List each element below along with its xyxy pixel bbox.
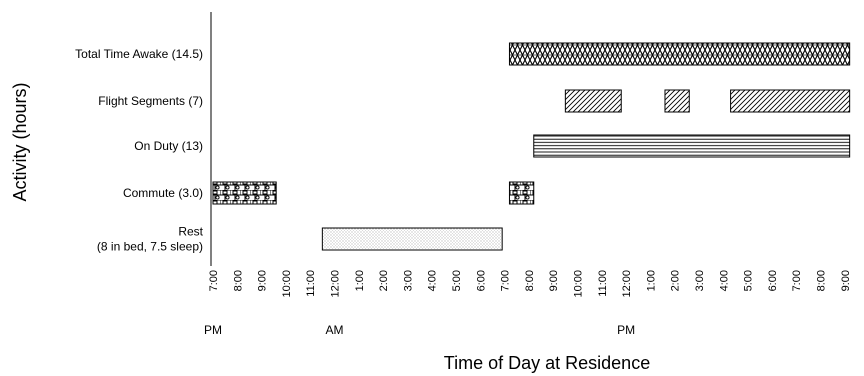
x-tick-label-14: 9:00 [548,270,560,291]
y-axis-title: Activity (hours) [10,82,30,201]
x-tick-label-0: 7:00 [208,270,220,291]
x-tick-label-7: 2:00 [378,270,390,291]
bar-4-segment-0 [321,227,503,251]
x-tick-label-12: 7:00 [500,270,512,291]
x-tick-label-9: 4:00 [427,270,439,291]
x-tick-label-4: 11:00 [305,270,317,297]
period-label-0: PM [204,323,222,337]
x-tick-label-22: 5:00 [743,270,755,291]
x-tick-label-11: 6:00 [475,270,487,291]
x-tick-label-3: 10:00 [281,270,293,298]
x-tick-label-1: 8:00 [232,270,244,291]
x-tick-label-16: 11:00 [597,270,609,297]
bar-1-segment-2 [730,89,851,113]
x-tick-label-2: 9:00 [257,270,269,291]
x-tick-label-19: 2:00 [670,270,682,291]
x-tick-label-24: 7:00 [791,270,803,291]
bar-2-segment-0 [533,134,851,158]
x-tick-label-10: 5:00 [451,270,463,291]
x-tick-label-21: 4:00 [718,270,730,291]
category-label-3: Commute (3.0) [123,186,203,200]
x-tick-label-5: 12:00 [330,270,342,298]
x-tick-label-8: 3:00 [402,270,414,291]
x-tick-label-26: 9:00 [840,270,852,291]
x-tick-label-13: 8:00 [524,270,536,291]
category-label-4: Rest (8 in bed, 7.5 sleep) [97,225,204,254]
category-label-0: Total Time Awake (14.5) [75,47,203,61]
plot-area [210,12,851,266]
x-tick-label-15: 10:00 [573,270,585,298]
category-label-2: On Duty (13) [134,139,203,153]
period-label-2: PM [617,323,635,337]
x-tick-label-25: 8:00 [816,270,828,291]
bar-3-segment-1 [508,181,535,205]
labels-layer: Total Time Awake (14.5) Flight Segments (… [10,47,852,373]
bar-3-segment-0 [212,181,277,205]
bar-1-segment-1 [664,89,690,113]
x-tick-label-18: 1:00 [645,270,657,291]
x-tick-label-23: 6:00 [767,270,779,291]
bar-0-segment-0 [508,42,851,66]
category-label-1: Flight Segments (7) [98,94,203,108]
x-tick-label-17: 12:00 [621,270,633,298]
x-axis-title: Time of Day at Residence [444,353,650,373]
x-tick-label-6: 1:00 [354,270,366,291]
period-label-1: AM [326,323,344,337]
x-tick-label-20: 3:00 [694,270,706,291]
bar-1-segment-0 [564,89,622,113]
